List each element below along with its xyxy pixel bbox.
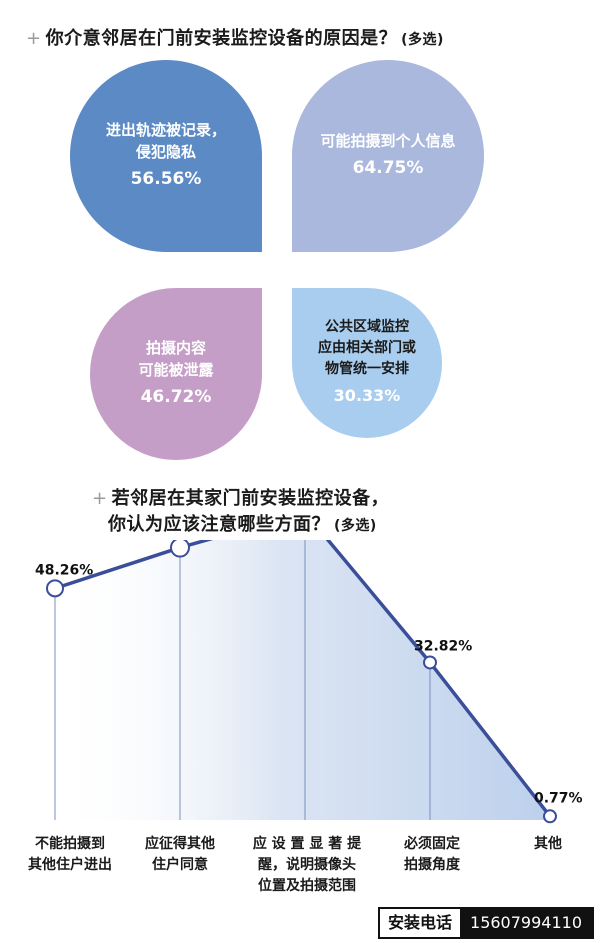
category-label: 必须固定 拍摄角度 xyxy=(404,836,460,873)
petal-value: 30.33% xyxy=(333,385,401,405)
petal-label: 可能拍摄到个人信息 xyxy=(320,132,456,150)
data-point xyxy=(543,809,557,824)
petal-value: 46.72% xyxy=(140,387,212,407)
petal-personal-info: 可能拍摄到个人信息 64.75% xyxy=(292,60,484,252)
petal-label: 可能被泄露 xyxy=(138,361,214,379)
petal-privacy: 进出轨迹被记录， 侵犯隐私 56.56% xyxy=(70,60,262,252)
data-point xyxy=(170,540,190,558)
line-chart: 48.26%56.76%64.09%32.82%0.77% xyxy=(35,540,583,824)
question-2-text-line2: 你认为应该注意哪些方面？ xyxy=(108,514,330,535)
question-1-title: + 你介意邻居在门前安装监控设备的原因是？ (多选) xyxy=(26,24,444,50)
contact-label: 安装电话 xyxy=(380,909,461,937)
petal-label: 公共区域监控 xyxy=(325,318,409,335)
data-label: 0.77% xyxy=(534,790,583,806)
contact-banner: 安装电话 15607994110 xyxy=(378,907,594,939)
question-2-title: + 若邻居在其家门前安装监控设备， xyxy=(92,484,389,510)
petal-value: 56.56% xyxy=(130,169,202,189)
category-label: 应 设 置 显 著 提 醒，说明摄像头 位置及拍摄范围 xyxy=(252,836,362,894)
series-line xyxy=(54,540,552,818)
petal-label: 进出轨迹被记录， xyxy=(105,121,226,139)
data-point xyxy=(46,579,64,598)
petal-label: 应由相关部门或 xyxy=(318,339,416,356)
petal-label: 物管统一安排 xyxy=(325,360,409,377)
data-label: 32.82% xyxy=(414,638,472,654)
data-point xyxy=(423,655,437,670)
petal-value: 64.75% xyxy=(352,158,424,178)
question-2-note: (多选) xyxy=(334,518,377,534)
category-label: 不能拍摄到 其他住户进出 xyxy=(28,836,112,873)
petal-label: 拍摄内容 xyxy=(145,339,206,357)
question-2-title-line2: 你认为应该注意哪些方面？ (多选) xyxy=(108,510,377,536)
contact-phone: 15607994110 xyxy=(460,909,592,937)
data-label: 48.26% xyxy=(35,562,93,578)
category-label: 其他 xyxy=(534,836,562,852)
petal-leak: 拍摄内容 可能被泄露 46.72% xyxy=(90,288,262,460)
petal-public-area: 公共区域监控 应由相关部门或 物管统一安排 30.33% xyxy=(292,288,442,438)
category-label: 应征得其他 住户同意 xyxy=(145,836,215,873)
petal-label: 侵犯隐私 xyxy=(135,143,196,161)
plus-icon: + xyxy=(26,28,42,49)
question-2-text-line1: 若邻居在其家门前安装监控设备， xyxy=(111,488,390,509)
line-area-fill xyxy=(55,540,550,820)
question-1-note: (多选) xyxy=(401,32,444,48)
question-1-text: 你介意邻居在门前安装监控设备的原因是？ xyxy=(45,28,398,49)
plus-icon: + xyxy=(92,488,108,509)
